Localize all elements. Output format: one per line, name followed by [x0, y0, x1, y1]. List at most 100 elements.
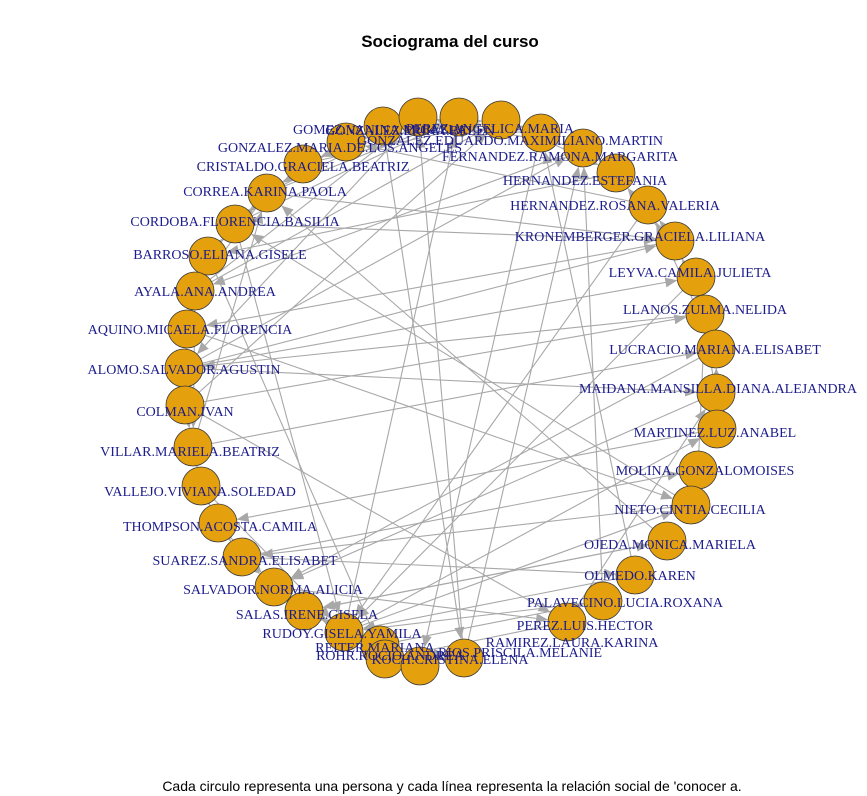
- node-circle[interactable]: [173, 427, 213, 467]
- node-label: OLMEDO.KAREN: [584, 569, 696, 584]
- node-label: ROHR.ROCIO.ANDREA: [316, 649, 465, 664]
- node-circle[interactable]: [521, 113, 561, 153]
- node-label: CRISTALDO.GRACIELA.BEATRIZ: [197, 160, 410, 175]
- node-label: LUCRACIO.MARIANA.ELISABET: [609, 343, 821, 358]
- node-circle[interactable]: [326, 122, 366, 162]
- node-circle[interactable]: [481, 100, 521, 140]
- node-circle[interactable]: [400, 646, 440, 686]
- edge: [220, 528, 232, 542]
- edges-layer: [179, 116, 722, 664]
- node-label: HERNANDEZ.ROSANA.VALERIA: [510, 199, 721, 214]
- node-label: SALVADOR.NORMA.ALICIA: [183, 583, 364, 598]
- node-label: ALOMO.SALVADOR.AGUSTIN: [88, 363, 281, 378]
- edge: [236, 431, 699, 523]
- node-label: REITER.MARIANA: [315, 641, 435, 656]
- node-label: BARROSO.ELIANA.GISELE: [133, 248, 306, 263]
- node-circle[interactable]: [444, 638, 484, 678]
- edge: [322, 544, 649, 611]
- node-circle[interactable]: [615, 555, 655, 595]
- node-label: PALAVECINO.LUCIA.ROXANA: [527, 596, 724, 611]
- edge: [196, 130, 406, 355]
- edge: [212, 154, 566, 285]
- edge: [197, 211, 264, 429]
- node-circle[interactable]: [563, 128, 603, 168]
- edge: [200, 157, 567, 360]
- node-circle[interactable]: [254, 567, 294, 607]
- node-circle[interactable]: [222, 537, 262, 577]
- node-circle[interactable]: [647, 521, 687, 561]
- node-circle[interactable]: [215, 204, 255, 244]
- node-circle[interactable]: [284, 591, 324, 631]
- node-circle[interactable]: [188, 236, 228, 276]
- node-label: PEREZ.ANGELICA.MARIA: [406, 122, 575, 137]
- node-circle[interactable]: [685, 294, 725, 334]
- node-label: RAMIREZ.LAURA.KARINA: [486, 636, 660, 651]
- edge: [290, 357, 700, 579]
- node-label: SUAREZ.SANDRA.ELISABET: [152, 554, 338, 569]
- node-label: COLMAN.IVAN: [136, 405, 233, 420]
- node-label: OJEDA.MONICA.MARIELA: [584, 538, 757, 553]
- node-label: KRONEMBERGER.GRACIELA.LILIANA: [515, 230, 766, 245]
- edge: [211, 129, 485, 283]
- node-circle[interactable]: [696, 329, 736, 369]
- node-circle[interactable]: [628, 185, 668, 225]
- nodes-layer: [164, 97, 737, 686]
- edge: [201, 413, 551, 613]
- node-label: AYALA.ANA.ANDREA: [134, 285, 277, 300]
- edge: [202, 315, 687, 370]
- node-circle[interactable]: [439, 97, 479, 137]
- node-circle[interactable]: [167, 309, 207, 349]
- edge: [209, 128, 404, 280]
- node-circle[interactable]: [676, 257, 716, 297]
- edge: [211, 349, 698, 445]
- edge: [203, 314, 687, 403]
- edge: [385, 144, 465, 640]
- node-circle[interactable]: [596, 153, 636, 193]
- node-circle[interactable]: [583, 581, 623, 621]
- node-label: CORDOBA.FLORENCIA.BASILIA: [130, 215, 340, 230]
- node-circle[interactable]: [198, 503, 238, 543]
- node-label: VILLAR.MARIELA.BEATRIZ: [100, 445, 280, 460]
- node-label: MAIDANA.MANSILLA.DIANA.ALEJANDRA: [579, 382, 858, 397]
- node-circle[interactable]: [283, 144, 323, 184]
- node-circle[interactable]: [247, 173, 287, 213]
- node-label: MARTINEZ.LUZ.ANABEL: [634, 426, 796, 441]
- node-label: THOMPSON.ACOSTA.CAMILA: [123, 520, 318, 535]
- node-label: GONZALEZ.EDUARDO.MAXIMILIANO.MARTIN: [357, 134, 663, 149]
- edge: [360, 438, 701, 624]
- edge: [260, 470, 680, 554]
- node-label: GONZALEZ.MARIA.DE.LOS.ANGELES: [218, 141, 462, 156]
- edge: [291, 400, 699, 580]
- node-label: FERNANDEZ.RAMONA.MARGARITA: [442, 150, 679, 165]
- edge: [226, 176, 598, 255]
- node-circle[interactable]: [697, 409, 737, 449]
- edge: [202, 368, 698, 397]
- edge: [247, 562, 261, 575]
- edge: [421, 151, 538, 648]
- edge: [576, 408, 706, 607]
- node-label: RIOS.PRISCILA.MELANIE: [438, 646, 602, 661]
- edge: [260, 557, 617, 579]
- edge: [347, 135, 458, 614]
- node-circle[interactable]: [655, 221, 695, 261]
- edge: [253, 224, 657, 245]
- node-label: HERNANDEZ.ESTEFANIA: [503, 174, 668, 189]
- node-circle[interactable]: [181, 466, 221, 506]
- chart-title: Sociograma del curso: [361, 32, 539, 51]
- node-label: LLANOS.ZULMA.NELIDA: [623, 303, 788, 318]
- node-circle[interactable]: [165, 385, 205, 425]
- edge: [659, 220, 671, 233]
- node-circle[interactable]: [547, 602, 587, 642]
- node-circle[interactable]: [398, 97, 438, 137]
- edge: [198, 132, 487, 393]
- edge: [364, 143, 630, 202]
- node-label: VALLEJO.VIVIANA.SOLEDAD: [104, 485, 296, 500]
- node-circle[interactable]: [324, 612, 364, 652]
- node-circle[interactable]: [175, 271, 215, 311]
- edge: [260, 506, 673, 559]
- edge: [519, 124, 533, 135]
- node-label: LEYVA.CAMILA.JULIETA: [609, 266, 773, 281]
- node-circle[interactable]: [671, 485, 711, 525]
- node-label: CORREA.KARINA.PAOLA: [183, 185, 348, 200]
- edge: [215, 273, 378, 642]
